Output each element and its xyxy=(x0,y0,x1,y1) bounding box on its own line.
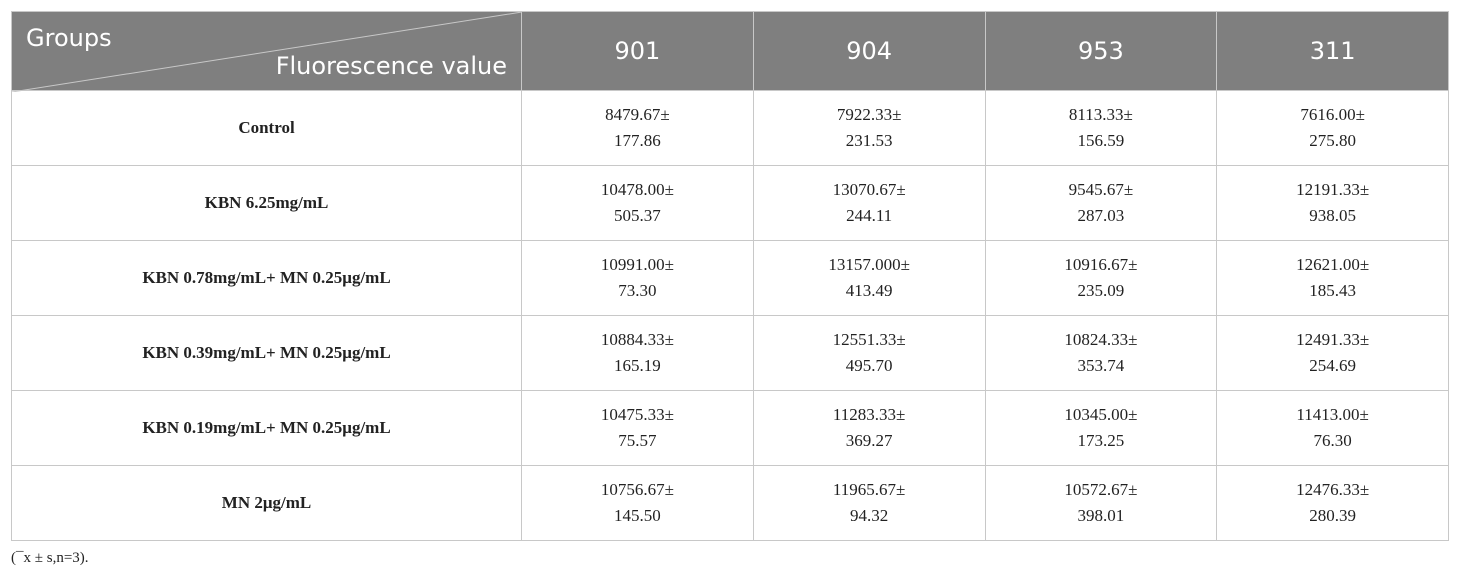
value-cell: 13157.000± 413.49 xyxy=(752,240,986,316)
corner-cell: Groups Fluorescence value xyxy=(11,11,522,92)
value-line: 165.19 xyxy=(614,356,661,375)
group-cell: KBN 0.39mg/mL+ MN 0.25μg/mL xyxy=(11,315,522,391)
value-cell: 11283.33± 369.27 xyxy=(752,390,986,466)
value-cell: 10572.67± 398.01 xyxy=(984,465,1218,541)
value-line: 10572.67± xyxy=(1064,480,1138,499)
value-line: 13157.000± xyxy=(828,255,910,274)
value-cell: 10478.00± 505.37 xyxy=(521,165,754,241)
value-line: 254.69 xyxy=(1309,356,1356,375)
value-cell: 10475.33± 75.57 xyxy=(521,390,754,466)
group-cell: KBN 0.78mg/mL+ MN 0.25μg/mL xyxy=(11,240,522,316)
value-line: 369.27 xyxy=(845,431,893,450)
group-cell: MN 2μg/mL xyxy=(11,465,522,541)
value-cell: 10345.00± 173.25 xyxy=(984,390,1218,466)
value-cell: 8113.33± 156.59 xyxy=(984,90,1218,166)
value-line: 73.30 xyxy=(618,281,657,300)
value-line: 12621.00± xyxy=(1296,255,1370,274)
value-line: 10475.33± xyxy=(600,405,674,424)
value-cell: 9545.67± 287.03 xyxy=(984,165,1218,241)
value-cell: 12476.33± 280.39 xyxy=(1216,465,1449,541)
corner-top: Groups xyxy=(26,24,112,52)
group-cell: KBN 6.25mg/mL xyxy=(11,165,522,241)
column-header: 901 xyxy=(521,11,754,91)
group-cell: KBN 0.19mg/mL+ MN 0.25μg/mL xyxy=(11,390,522,466)
value-line: 8113.33± xyxy=(1068,105,1133,124)
value-line: 10916.67± xyxy=(1064,255,1138,274)
value-cell: 12621.00± 185.43 xyxy=(1216,240,1449,316)
value-line: 9545.67± xyxy=(1068,180,1134,199)
value-line: 12476.33± xyxy=(1296,480,1370,499)
value-cell: 12491.33± 254.69 xyxy=(1216,315,1449,391)
value-line: 76.30 xyxy=(1313,431,1352,450)
value-line: 75.57 xyxy=(618,431,657,450)
column-header: 311 xyxy=(1216,11,1449,91)
value-line: 353.74 xyxy=(1077,356,1125,375)
value-cell: 13070.67± 244.11 xyxy=(752,165,986,241)
value-line: 413.49 xyxy=(845,281,893,300)
value-cell: 10824.33± 353.74 xyxy=(984,315,1218,391)
value-line: 185.43 xyxy=(1309,281,1356,300)
value-line: 10756.67± xyxy=(600,480,674,499)
value-line: 94.32 xyxy=(850,506,889,525)
value-line: 177.86 xyxy=(614,131,661,150)
row: MN 2μg/mL 10756.67± 145.50 11965.67± 94.32 10… xyxy=(11,465,1449,541)
value-line: 11965.67± xyxy=(832,480,906,499)
value-line: 280.39 xyxy=(1309,506,1356,525)
value-cell: 10756.67± 145.50 xyxy=(521,465,754,541)
value-line: 156.59 xyxy=(1077,131,1125,150)
value-line: 231.53 xyxy=(845,131,893,150)
value-cell: 10991.00± 73.30 xyxy=(521,240,754,316)
table-body: Control 8479.67± 177.86 7922.33± 231.53 8113.… xyxy=(11,90,1449,541)
column-header: 904 xyxy=(752,11,986,91)
value-line: 235.09 xyxy=(1077,281,1125,300)
value-cell: 12551.33± 495.70 xyxy=(752,315,986,391)
value-cell: 11965.67± 94.32 xyxy=(752,465,986,541)
group-cell: Control xyxy=(11,90,522,166)
row: KBN 0.78mg/mL+ MN 0.25μg/mL 10991.00± 73.3… xyxy=(11,240,1449,316)
value-line: 10345.00± xyxy=(1064,405,1138,424)
value-cell: 10916.67± 235.09 xyxy=(984,240,1218,316)
value-line: 173.25 xyxy=(1077,431,1125,450)
value-line: 145.50 xyxy=(614,506,661,525)
data-table: Groups Fluorescence value 901 904 953 311 C… xyxy=(11,11,1449,541)
value-line: 275.80 xyxy=(1309,131,1356,150)
value-cell: 12191.33± 938.05 xyxy=(1216,165,1449,241)
value-line: 398.01 xyxy=(1077,506,1125,525)
value-line: 7616.00± xyxy=(1300,105,1365,124)
value-line: 10991.00± xyxy=(600,255,674,274)
value-line: 11283.33± xyxy=(832,405,906,424)
value-line: 7922.33± xyxy=(836,105,902,124)
header-row: Groups Fluorescence value 901 904 953 311 xyxy=(11,11,1449,92)
value-line: 12191.33± xyxy=(1296,180,1370,199)
row: Control 8479.67± 177.86 7922.33± 231.53 8113.… xyxy=(11,90,1449,166)
value-cell: 8479.67± 177.86 xyxy=(521,90,754,166)
value-cell: 11413.00± 76.30 xyxy=(1216,390,1449,466)
diagonal xyxy=(12,12,522,92)
value-line: 10884.33± xyxy=(600,330,674,349)
value-line: 10478.00± xyxy=(600,180,674,199)
value-line: 495.70 xyxy=(845,356,893,375)
row: KBN 0.39mg/mL+ MN 0.25μg/mL 10884.33± 165.… xyxy=(11,315,1449,391)
row: KBN 6.25mg/mL 10478.00± 505.37 13070.67± 244… xyxy=(11,165,1449,241)
value-cell: 7922.33± 231.53 xyxy=(752,90,986,166)
row: KBN 0.19mg/mL+ MN 0.25μg/mL 10475.33± 75.5… xyxy=(11,390,1449,466)
column-header: 953 xyxy=(984,11,1218,91)
value-line: 10824.33± xyxy=(1064,330,1138,349)
value-cell: 7616.00± 275.80 xyxy=(1216,90,1449,166)
value-line: 11413.00± xyxy=(1296,405,1369,424)
value-cell: 10884.33± 165.19 xyxy=(521,315,754,391)
value-line: 244.11 xyxy=(846,206,893,225)
value-line: 287.03 xyxy=(1077,206,1125,225)
value-line: 13070.67± xyxy=(832,180,906,199)
value-line: 12491.33± xyxy=(1296,330,1370,349)
value-line: 12551.33± xyxy=(832,330,906,349)
corner-bottom: Fluorescence value xyxy=(275,52,507,80)
value-line: 505.37 xyxy=(614,206,661,225)
footnote: (¯x ± s,n=3). xyxy=(11,550,89,566)
value-line: 938.05 xyxy=(1309,206,1356,225)
value-line: 8479.67± xyxy=(605,105,670,124)
